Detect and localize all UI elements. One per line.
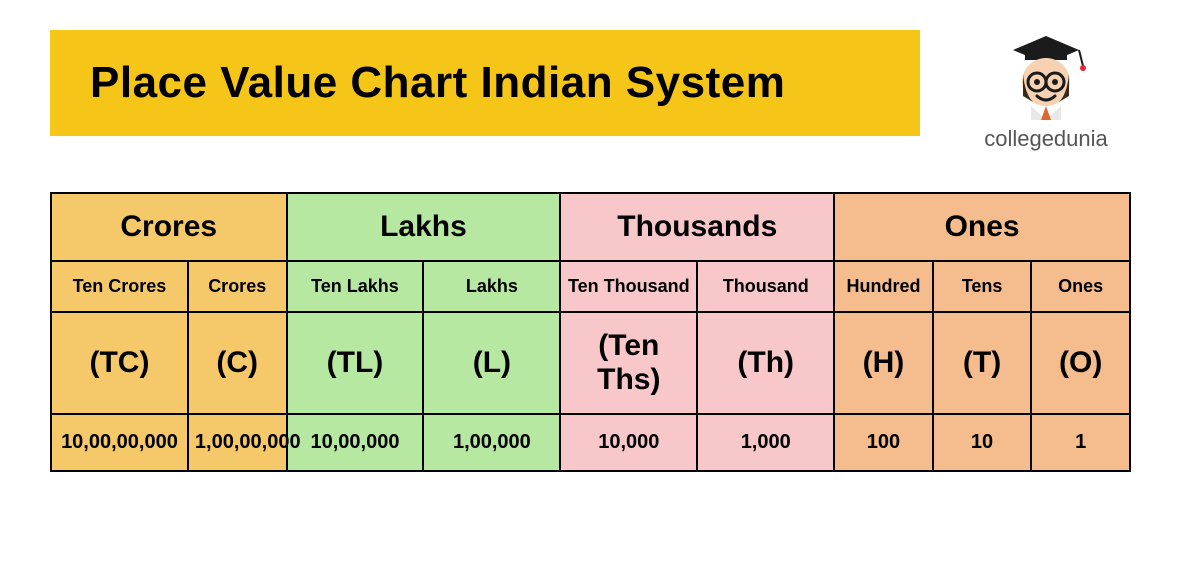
period-header: Ones xyxy=(834,193,1130,261)
place-value-cell: 1,00,00,000 xyxy=(188,414,287,471)
place-value-cell: 1 xyxy=(1031,414,1130,471)
place-value-cell: 10,00,000 xyxy=(287,414,424,471)
place-name-cell: Ten Lakhs xyxy=(287,261,424,312)
place-value-cell: 1,000 xyxy=(697,414,834,471)
place-value-cell: 10,00,00,000 xyxy=(51,414,188,471)
place-abbrev-cell: (O) xyxy=(1031,312,1130,414)
place-abbrev-cell: (H) xyxy=(834,312,933,414)
place-name-cell: Ten Crores xyxy=(51,261,188,312)
place-name-cell: Ten Thousand xyxy=(560,261,697,312)
place-abbrev-cell: (C) xyxy=(188,312,287,414)
mascot-icon xyxy=(1001,30,1091,120)
place-value-cell: 1,00,000 xyxy=(423,414,560,471)
place-value-table: CroresLakhsThousandsOnes Ten CroresCrore… xyxy=(50,192,1131,472)
period-header: Lakhs xyxy=(287,193,561,261)
place-name-cell: Crores xyxy=(188,261,287,312)
brand-label: collegedunia xyxy=(961,126,1131,152)
place-abbrev-cell: (L) xyxy=(423,312,560,414)
place-name-cell: Tens xyxy=(933,261,1032,312)
row-values: 10,00,00,0001,00,00,00010,00,0001,00,000… xyxy=(51,414,1130,471)
row-place-names: Ten CroresCroresTen LakhsLakhsTen Thousa… xyxy=(51,261,1130,312)
brand-logo: collegedunia xyxy=(961,30,1131,152)
page-title: Place Value Chart Indian System xyxy=(90,58,880,108)
title-banner: Place Value Chart Indian System xyxy=(50,30,920,136)
place-value-cell: 100 xyxy=(834,414,933,471)
place-value-cell: 10,000 xyxy=(560,414,697,471)
place-abbrev-cell: (T) xyxy=(933,312,1032,414)
place-name-cell: Hundred xyxy=(834,261,933,312)
row-periods: CroresLakhsThousandsOnes xyxy=(51,193,1130,261)
row-abbreviations: (TC)(C)(TL)(L)(Ten Ths)(Th)(H)(T)(O) xyxy=(51,312,1130,414)
period-header: Crores xyxy=(51,193,287,261)
place-abbrev-cell: (Th) xyxy=(697,312,834,414)
place-name-cell: Ones xyxy=(1031,261,1130,312)
place-name-cell: Lakhs xyxy=(423,261,560,312)
period-header: Thousands xyxy=(560,193,834,261)
place-value-cell: 10 xyxy=(933,414,1032,471)
place-abbrev-cell: (Ten Ths) xyxy=(560,312,697,414)
place-name-cell: Thousand xyxy=(697,261,834,312)
place-abbrev-cell: (TC) xyxy=(51,312,188,414)
place-abbrev-cell: (TL) xyxy=(287,312,424,414)
